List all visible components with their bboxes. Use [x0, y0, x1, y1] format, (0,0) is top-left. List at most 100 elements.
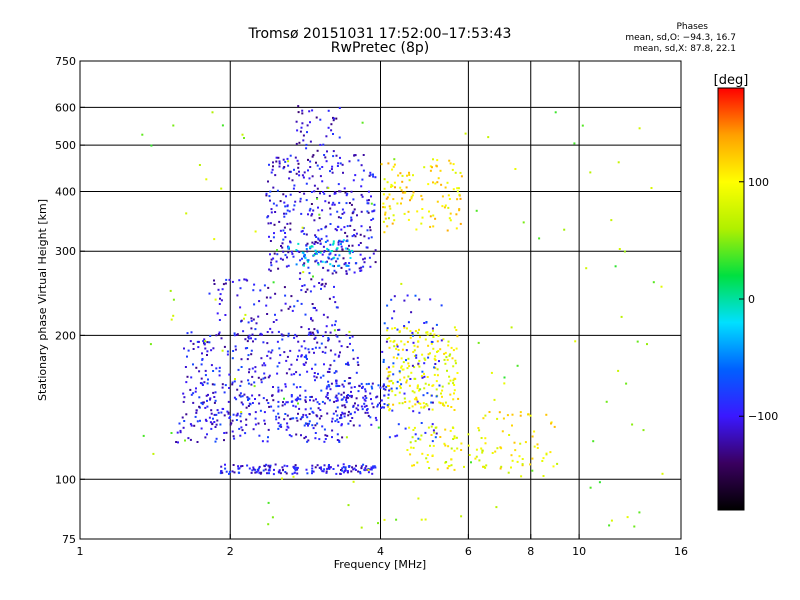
data-point	[453, 449, 456, 452]
data-point	[245, 406, 248, 409]
data-point	[272, 202, 275, 205]
data-point	[390, 387, 393, 390]
data-point	[204, 418, 207, 421]
data-point	[243, 278, 246, 281]
data-point	[301, 230, 304, 232]
data-point	[510, 466, 512, 469]
data-point	[409, 378, 412, 380]
data-point	[424, 358, 427, 361]
colorbar-unit-label: [deg]	[714, 73, 749, 88]
data-point	[383, 403, 386, 405]
data-point	[278, 347, 281, 350]
data-point	[351, 212, 354, 215]
data-point	[319, 175, 322, 178]
data-point	[142, 434, 145, 437]
data-point	[286, 222, 289, 225]
data-point	[196, 420, 199, 423]
data-point	[316, 241, 319, 244]
data-point	[329, 207, 332, 210]
data-point	[182, 400, 185, 403]
data-point	[152, 452, 155, 455]
data-point	[345, 334, 348, 337]
data-point	[366, 202, 369, 205]
data-point	[324, 331, 327, 334]
data-point	[352, 424, 355, 427]
data-point	[334, 192, 337, 195]
data-point	[440, 392, 442, 395]
data-point	[589, 486, 592, 489]
data-point	[250, 383, 253, 386]
data-point	[285, 359, 288, 362]
data-point	[408, 407, 411, 410]
data-point	[242, 330, 245, 333]
data-point	[337, 464, 340, 467]
data-point	[263, 411, 266, 414]
data-point	[268, 374, 271, 377]
data-point	[336, 397, 339, 400]
data-point	[430, 394, 433, 397]
data-point	[343, 404, 346, 407]
data-point	[438, 384, 441, 387]
colorbar-tick-label: −100	[748, 410, 778, 423]
data-point	[401, 348, 404, 351]
data-point	[287, 332, 290, 335]
data-point	[331, 272, 334, 275]
data-point	[373, 465, 376, 468]
data-point	[349, 342, 351, 345]
data-point	[435, 165, 438, 168]
data-point	[393, 163, 396, 166]
data-point	[265, 194, 268, 197]
data-point	[311, 472, 313, 475]
data-point	[329, 213, 332, 216]
data-point	[291, 472, 294, 475]
data-point	[456, 190, 459, 193]
data-point	[408, 171, 410, 174]
data-point	[348, 394, 351, 397]
data-point	[275, 156, 278, 159]
data-point	[494, 450, 497, 453]
data-point	[289, 305, 292, 308]
y-tick-label: 200	[55, 329, 76, 342]
data-point	[265, 463, 268, 466]
data-point	[285, 212, 288, 215]
data-point	[353, 271, 356, 274]
data-point	[239, 415, 242, 418]
data-point	[197, 340, 200, 343]
data-point	[346, 235, 349, 238]
data-point	[424, 518, 427, 521]
data-point	[314, 346, 317, 349]
data-point	[239, 384, 242, 387]
data-point	[362, 396, 365, 399]
data-point	[371, 387, 374, 390]
data-point	[386, 329, 389, 332]
data-point	[282, 238, 285, 241]
data-point	[305, 182, 308, 185]
data-point	[434, 363, 437, 365]
data-point	[224, 384, 227, 387]
data-point	[282, 158, 285, 161]
data-point	[219, 472, 222, 475]
data-point	[293, 204, 296, 207]
data-point	[277, 386, 280, 389]
data-point	[303, 355, 306, 358]
data-point	[357, 364, 360, 366]
data-point	[284, 205, 287, 208]
data-point	[254, 398, 256, 400]
data-point	[193, 424, 196, 427]
data-point	[309, 290, 312, 293]
data-point	[417, 362, 420, 365]
data-point	[286, 422, 289, 425]
data-point	[348, 252, 351, 255]
data-point	[483, 465, 486, 468]
data-point	[281, 477, 283, 480]
data-point	[267, 180, 269, 183]
data-point	[427, 356, 430, 359]
data-point	[316, 149, 319, 152]
data-point	[390, 183, 393, 186]
data-point	[204, 347, 207, 350]
data-point	[246, 340, 249, 343]
y-tick-label: 400	[55, 185, 76, 198]
data-point	[334, 420, 337, 423]
data-point	[452, 188, 455, 191]
data-point	[327, 201, 330, 204]
